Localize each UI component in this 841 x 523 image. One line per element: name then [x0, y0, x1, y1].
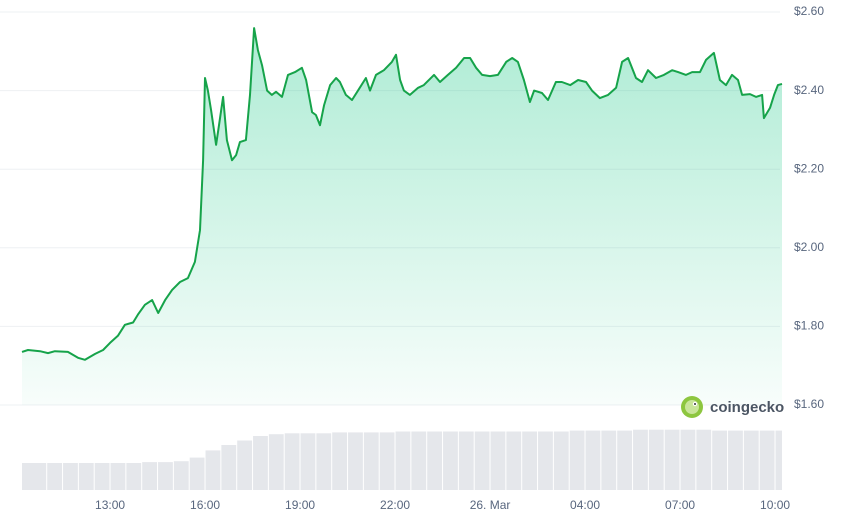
volume-bar: [316, 433, 332, 490]
volume-bar: [221, 445, 237, 490]
x-tick-label: 13:00: [95, 498, 125, 512]
watermark-logo: [681, 396, 703, 418]
volume-bar: [142, 462, 158, 490]
volume-bar: [31, 463, 47, 490]
volume-bar: [427, 431, 443, 490]
volume-bar: [332, 432, 348, 490]
y-tick-label: $2.00: [794, 240, 824, 254]
volume-bar: [680, 429, 696, 490]
y-tick-label: $1.80: [794, 319, 824, 333]
volume-bar: [205, 450, 221, 490]
volume-bar: [395, 431, 411, 490]
price-line: [21, 27, 783, 361]
volume-bar: [696, 429, 712, 490]
volume-bar: [569, 430, 585, 490]
volume-bar: [47, 463, 63, 490]
volume-bar: [490, 431, 506, 490]
x-tick-label: 07:00: [665, 498, 695, 512]
volume-bar: [648, 429, 664, 490]
volume-bar: [363, 432, 379, 490]
volume-bar: [617, 430, 633, 490]
volume-bar: [158, 462, 173, 490]
volume-bar: [506, 431, 522, 490]
volume-bar: [411, 431, 427, 490]
volume-bar: [633, 429, 648, 490]
volume-bar: [458, 431, 474, 490]
volume-bar: [110, 463, 126, 490]
volume-bar: [253, 436, 268, 490]
x-tick-label: 26. Mar: [470, 498, 511, 512]
x-tick-label: 16:00: [190, 498, 220, 512]
x-tick-label: 04:00: [570, 498, 600, 512]
y-tick-label: $1.60: [794, 397, 824, 411]
volume-bar: [189, 457, 205, 490]
volume-bar: [348, 432, 363, 490]
volume-bar: [126, 463, 142, 490]
volume-bar: [379, 432, 395, 490]
volume-bar: [94, 463, 110, 490]
x-tick-label: 22:00: [380, 498, 410, 512]
volume-bar: [173, 461, 189, 490]
volume-bar: [553, 431, 569, 490]
volume-bar: [712, 430, 728, 490]
volume-bar: [474, 431, 490, 490]
watermark: coingecko: [710, 399, 784, 416]
volume-bar: [284, 433, 300, 490]
x-tick-label: 10:00: [760, 498, 790, 512]
volume-bar: [601, 430, 617, 490]
y-tick-label: $2.60: [794, 4, 824, 18]
volume-bar: [775, 430, 782, 490]
volume-bar: [268, 434, 284, 490]
volume-bar: [585, 430, 601, 490]
y-tick-label: $2.20: [794, 161, 824, 175]
volume-bar: [759, 430, 775, 490]
x-tick-label: 19:00: [285, 498, 315, 512]
volume-bar: [522, 431, 538, 490]
volume-bar: [443, 431, 458, 490]
volume-bar: [728, 430, 743, 490]
volume-bar: [63, 463, 78, 490]
volume-bar: [237, 440, 253, 490]
volume-bar: [664, 429, 680, 490]
volume-bar: [78, 463, 94, 490]
volume-bar: [300, 433, 316, 490]
y-tick-label: $2.40: [794, 83, 824, 97]
volume-bar: [538, 431, 553, 490]
volume-bar: [743, 430, 759, 490]
